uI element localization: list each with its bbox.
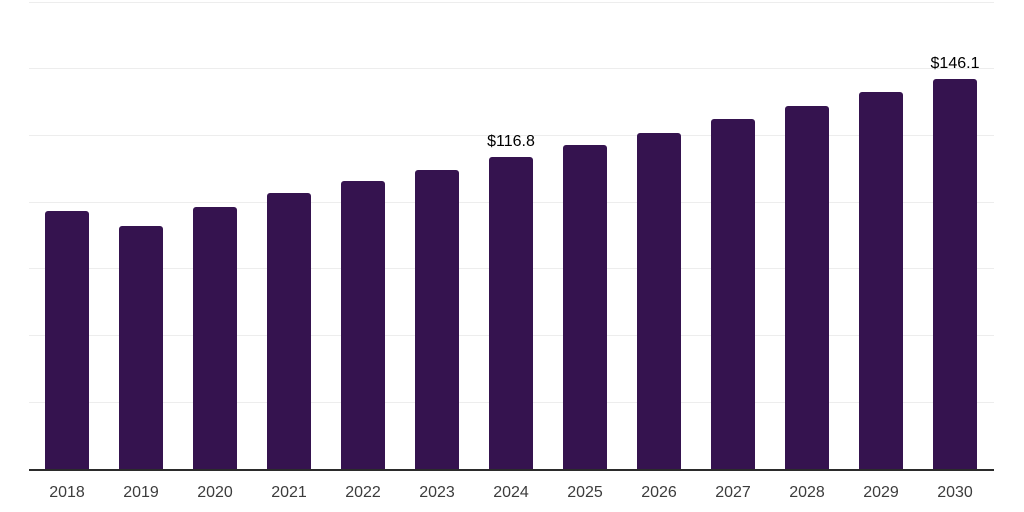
- x-tick-2029: 2029: [863, 484, 899, 501]
- bar-2019: [119, 226, 163, 469]
- x-tick-2025: 2025: [567, 484, 603, 501]
- bar-2022: [341, 181, 385, 469]
- x-tick-2030: 2030: [937, 484, 973, 501]
- x-axis: 2018 2019 2020 2021 2022 2023 2024 2025 2026 2027…: [29, 484, 994, 504]
- x-tick-2028: 2028: [789, 484, 825, 501]
- value-label-2030: $146.1: [930, 55, 980, 73]
- bar-2025: [563, 144, 607, 469]
- bar-2028: [785, 106, 829, 469]
- gridline-125: [29, 134, 994, 136]
- bar-2018: [45, 210, 89, 469]
- x-tick-2027: 2027: [715, 484, 751, 501]
- x-tick-2024: 2024: [493, 484, 529, 501]
- bar-2029: [859, 91, 903, 469]
- x-tick-2018: 2018: [49, 484, 85, 501]
- bar-2030: [933, 79, 977, 469]
- bar-2027: [711, 119, 755, 469]
- x-tick-2026: 2026: [641, 484, 677, 501]
- x-tick-2019: 2019: [123, 484, 159, 501]
- value-label-2024: $116.8: [487, 133, 535, 151]
- x-tick-2020: 2020: [197, 484, 233, 501]
- bar-2020: [193, 206, 237, 469]
- plot-area: $116.8 $146.1: [29, 1, 994, 471]
- bar-2023: [415, 169, 459, 469]
- bar-2024: [489, 157, 533, 469]
- gridline-175: [29, 1, 994, 3]
- x-tick-2023: 2023: [419, 484, 455, 501]
- bar-2026: [637, 132, 681, 469]
- x-tick-2022: 2022: [345, 484, 381, 501]
- gridline-150: [29, 68, 994, 70]
- bar-2021: [267, 192, 311, 469]
- x-tick-2021: 2021: [271, 484, 307, 501]
